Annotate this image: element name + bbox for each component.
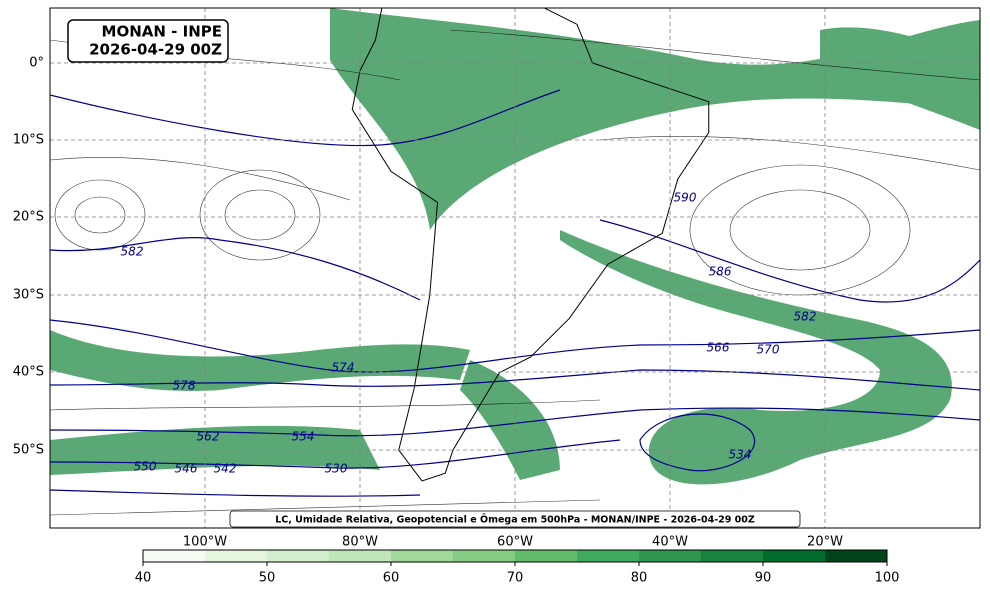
lat-label: 0° [29, 56, 44, 71]
colorbar-tick-label: 100 [875, 571, 900, 586]
contour-label: 574 [332, 361, 355, 375]
contour-label: 546 [175, 462, 198, 476]
colorbar-bin [143, 550, 206, 562]
contour-label: 586 [709, 265, 732, 279]
colorbar-bin [391, 550, 454, 562]
humidity-fill [50, 8, 980, 485]
contour-label: 582 [121, 245, 144, 259]
lat-label: 20°S [13, 210, 44, 225]
colorbar-tick-label: 40 [135, 571, 152, 586]
graticule [50, 8, 980, 528]
colorbar-bin [515, 550, 578, 562]
title: MONAN - INPE [102, 23, 222, 41]
lon-label: 80°W [342, 535, 378, 550]
height-contours [50, 89, 980, 497]
colorbar-bin [453, 550, 516, 562]
lat-label: 40°S [13, 365, 44, 380]
contour-label: 590 [674, 191, 697, 205]
date: 2026-04-29 00Z [89, 41, 222, 59]
lon-label: 60°W [497, 535, 533, 550]
contour-label: 550 [134, 460, 157, 474]
contour-label: 570 [757, 343, 780, 357]
contour-label: 582 [794, 310, 817, 324]
coastline [351, 8, 710, 482]
colorbar-bin [329, 550, 392, 562]
caption: LC, Umidade Relativa, Geopotencial e Ôme… [275, 514, 755, 526]
colorbar-tick-label: 80 [631, 571, 648, 586]
colorbar-bin [205, 550, 268, 562]
lon-label: 20°W [807, 535, 843, 550]
colorbar-tick-label: 60 [383, 571, 400, 586]
map-frame [49, 7, 981, 529]
contour-label: 578 [173, 379, 196, 393]
colorbar-tick-label: 70 [507, 571, 524, 586]
lon-label: 40°W [652, 535, 688, 550]
map-layers [50, 8, 980, 528]
contour-label: 562 [197, 430, 220, 444]
colorbar-bin [825, 550, 888, 562]
title-box [67, 19, 229, 63]
colorbar-tick-label: 50 [259, 571, 276, 586]
colorbar-bin [577, 550, 640, 562]
contour-label: 530 [325, 462, 348, 476]
contour-label: 534 [729, 448, 752, 462]
colorbar-bin [639, 550, 702, 562]
caption-box [229, 510, 801, 528]
colorbar-bin [701, 550, 764, 562]
contour-label: 566 [707, 341, 730, 355]
lat-label: 30°S [13, 288, 44, 303]
contour-label: 554 [292, 430, 315, 444]
colorbar-tick-label: 90 [755, 571, 772, 586]
lat-label: 50°S [13, 443, 44, 458]
lat-label: 10°S [13, 133, 44, 148]
colorbar-bin [763, 550, 826, 562]
contour-label: 542 [214, 462, 237, 476]
colorbar-bin [267, 550, 330, 562]
lon-label: 100°W [183, 535, 227, 550]
